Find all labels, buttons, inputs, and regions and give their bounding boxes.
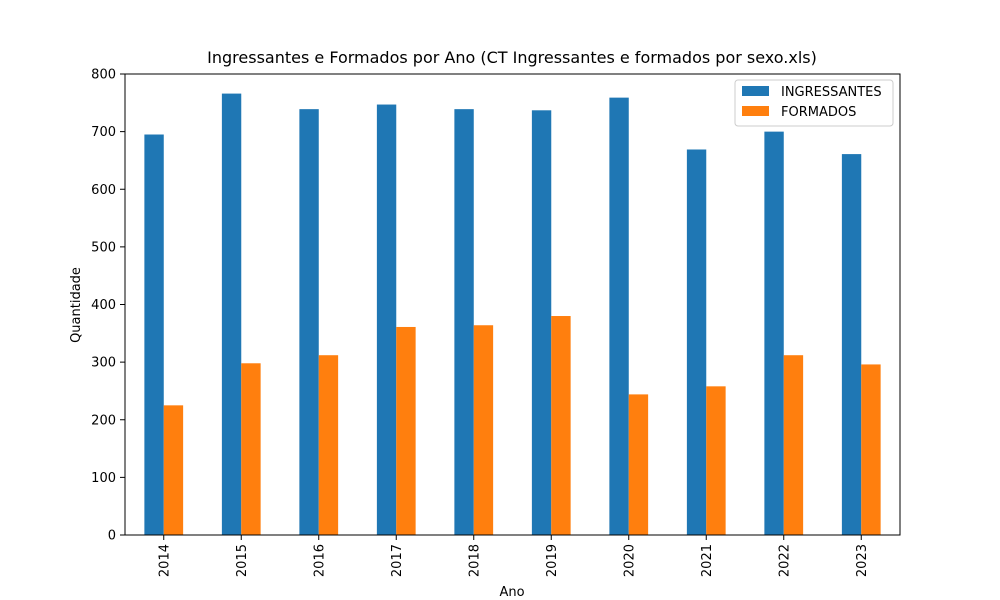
bar-ingressantes-2021 <box>686 149 707 536</box>
x-tick-label: 2016 <box>312 544 327 577</box>
x-axis: 2014 2015 2016 2017 2018 2019 2020 2021 2022 2023 <box>157 535 870 577</box>
bar-ingressantes-2020 <box>609 97 629 535</box>
y-tick-label: 200 <box>91 413 116 428</box>
bar-ingressantes-2023 <box>841 154 862 535</box>
chart-title: Ingressantes e Formados por Ano (CT Ingr… <box>207 48 817 67</box>
x-tick-label: 2023 <box>855 544 870 577</box>
bar-formados-2023 <box>861 364 881 535</box>
plot-area <box>124 73 901 536</box>
bar-formados-2022 <box>783 355 804 535</box>
y-tick-label: 400 <box>91 298 116 313</box>
legend-box <box>734 79 894 127</box>
bar-formados-2020 <box>628 394 649 535</box>
bar-ingressantes-2018 <box>454 109 474 536</box>
x-tick-label: 2018 <box>467 544 482 577</box>
x-axis-title: Ano <box>499 585 524 600</box>
bar-ingressantes-2017 <box>376 104 397 535</box>
y-axis-title: Quantidade <box>69 267 84 343</box>
bar-formados-2019 <box>551 316 571 535</box>
x-tick-label: 2017 <box>390 544 405 577</box>
y-tick-label: 700 <box>91 125 116 140</box>
bar-formados-2015 <box>241 363 261 535</box>
bar-ingressantes-2014 <box>144 134 164 535</box>
x-tick-label: 2021 <box>700 544 715 577</box>
legend-swatch-ingressantes <box>742 86 769 96</box>
y-tick-label: 600 <box>91 183 116 198</box>
bar-formados-2014 <box>163 405 184 535</box>
y-tick-label: 0 <box>108 529 116 544</box>
x-tick-label: 2019 <box>545 544 560 577</box>
bar-formados-2017 <box>396 326 416 535</box>
y-axis: 0 100 200 300 400 500 600 700 800 <box>91 68 125 544</box>
bar-ingressantes-2019 <box>531 110 552 536</box>
y-tick-label: 300 <box>91 356 116 371</box>
legend-label-ingressantes: INGRESSANTES <box>781 85 882 100</box>
bars-layer <box>144 93 881 536</box>
y-tick-label: 100 <box>91 471 116 486</box>
legend-label-formados: FORMADOS <box>781 105 856 120</box>
x-tick-label: 2022 <box>777 544 792 577</box>
bar-ingressantes-2016 <box>299 109 319 536</box>
legend: INGRESSANTES FORMADOS <box>734 79 894 127</box>
y-tick-label: 500 <box>91 240 116 255</box>
legend-swatch-formados <box>742 106 769 116</box>
x-tick-label: 2014 <box>157 544 172 577</box>
x-tick-label: 2015 <box>235 544 250 577</box>
bar-formados-2021 <box>706 386 726 535</box>
bar-ingressantes-2022 <box>764 131 784 536</box>
bar-ingressantes-2015 <box>221 93 242 535</box>
y-tick-label: 800 <box>91 68 116 83</box>
bar-formados-2018 <box>473 325 494 535</box>
bar-formados-2016 <box>318 355 339 535</box>
x-tick-label: 2020 <box>622 544 637 577</box>
